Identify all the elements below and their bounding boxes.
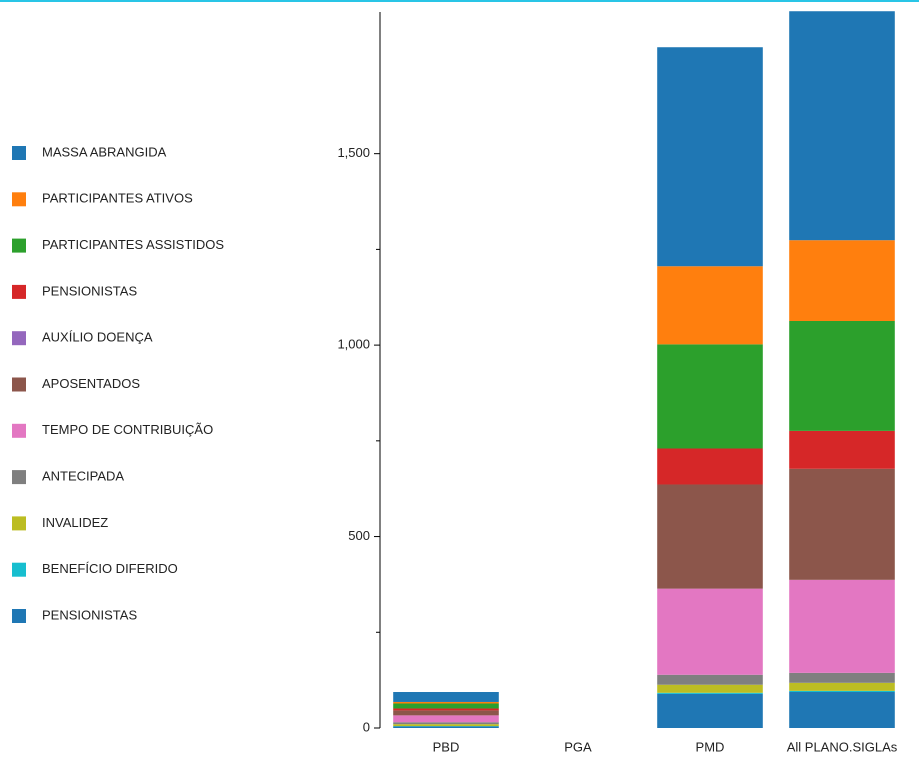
bar-segment: [789, 692, 895, 728]
x-tick-label: All PLANO.SIGLAs: [787, 739, 898, 754]
bar-segment: [393, 708, 499, 711]
x-tick-label: PMD: [696, 739, 725, 754]
bar-segment: [657, 693, 763, 728]
bar-segment: [789, 682, 895, 691]
legend-swatch: [12, 238, 26, 253]
y-tick-label: 1,500: [337, 145, 370, 160]
bar-segment: [789, 468, 895, 580]
legend-label: MASSA ABRANGIDA: [42, 144, 167, 159]
legend-swatch: [12, 562, 26, 577]
bar-segment: [789, 430, 895, 469]
y-tick-label: 1,000: [337, 337, 370, 352]
legend-label: TEMPO DE CONTRIBUIÇÃO: [42, 422, 213, 437]
legend-label: PENSIONISTAS: [42, 283, 137, 298]
legend-label: PENSIONISTAS: [42, 607, 137, 622]
bar-segment: [393, 703, 499, 709]
x-tick-label: PGA: [564, 739, 592, 754]
bar-segment: [393, 724, 499, 727]
legend-swatch: [12, 470, 26, 485]
legend-label: PARTICIPANTES ATIVOS: [42, 191, 193, 206]
bar-segment: [393, 722, 499, 725]
bar-segment: [657, 47, 763, 267]
legend-swatch: [12, 284, 26, 299]
legend-swatch: [12, 609, 26, 623]
bar-segment: [657, 266, 763, 345]
x-tick-label: PBD: [433, 739, 460, 754]
legend-label: ANTECIPADA: [42, 469, 124, 484]
y-tick-label: 500: [348, 528, 370, 543]
bar-segment: [789, 240, 895, 321]
legend-swatch: [12, 146, 26, 160]
bar-segment: [657, 344, 763, 449]
bar-segment: [657, 448, 763, 485]
legend-swatch: [12, 423, 26, 438]
bar-segment: [657, 684, 763, 693]
y-tick-label: 0: [363, 719, 370, 734]
legend-label: BENEFÍCIO DIFERIDO: [42, 561, 178, 576]
bar-segment: [657, 674, 763, 685]
bar-segment: [657, 692, 763, 694]
legend-swatch: [12, 192, 26, 207]
bar-segment: [657, 484, 763, 589]
legend-swatch: [12, 377, 26, 392]
bar-segment: [789, 11, 895, 241]
bar-segment: [789, 579, 895, 673]
bar-segment: [789, 690, 895, 693]
legend-label: PARTICIPANTES ASSISTIDOS: [42, 237, 224, 252]
legend-label: APOSENTADOS: [42, 376, 140, 391]
legend-label: AUXÍLIO DOENÇA: [42, 330, 153, 345]
bar-segment: [789, 320, 895, 431]
legend-swatch: [12, 331, 26, 346]
legend-swatch: [12, 516, 26, 531]
legend-label: INVALIDEZ: [42, 515, 108, 530]
bar-segment: [393, 692, 499, 702]
bar-segment: [393, 715, 499, 723]
top-border: [0, 0, 919, 2]
bar-segment: [393, 701, 499, 704]
bar-segment: [393, 726, 499, 728]
bar-segment: [657, 588, 763, 675]
bar-segment: [789, 672, 895, 683]
bar-segment: [393, 710, 499, 716]
